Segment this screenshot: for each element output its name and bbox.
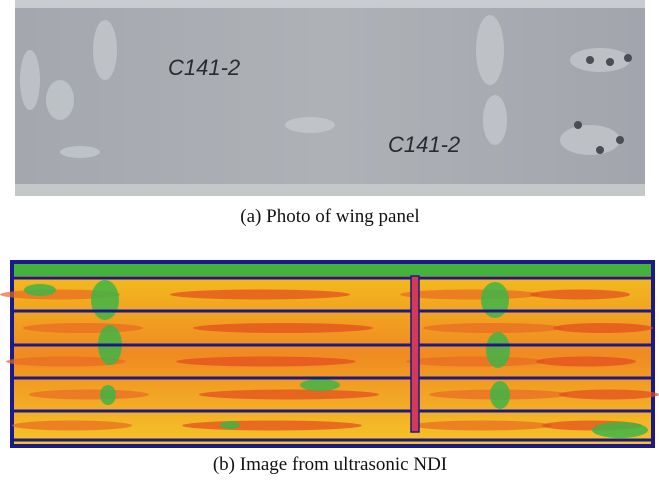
panel-edge [15,184,645,196]
ndi-streak [199,390,379,400]
ndi-streak [406,357,546,367]
paint-chip [624,54,632,62]
figure: C141-2 C141-2 (a) Photo of wing panel (b… [0,0,659,481]
wing-photo: C141-2 C141-2 [15,0,645,196]
ndi-streak [23,323,143,333]
ndi-streak [423,323,563,333]
ndi-streak [412,421,552,431]
ndi-streak [400,290,540,300]
ndi-blotch [91,280,119,320]
paint-chip [596,146,604,154]
ndi-blotch [490,381,510,409]
paint-chip [574,121,582,129]
ndi-streak [12,421,132,431]
panel-marking: C141-2 [168,55,240,80]
page: C141-2 C141-2 (a) Photo of wing panel (b… [0,0,659,481]
caption: (a) Photo of wing panel [240,206,419,227]
paint-chip [616,136,624,144]
ndi-streak [170,290,350,300]
blemish [560,125,620,155]
ndi-streak [536,357,636,367]
ndi-streak [182,421,362,431]
ndi-blotch [481,282,509,318]
ndi-streak [559,390,659,400]
ndi-streak [176,357,356,367]
ndi-streak [553,323,653,333]
ndi-blotch [300,379,340,391]
ndi-blotch [486,332,510,368]
blemish [60,146,100,158]
blemish [483,95,507,145]
ndi-stiffener [411,276,419,432]
ndi-blotch [592,422,648,438]
ndi-streak [530,290,630,300]
ndi-streak [193,323,373,333]
blemish [570,48,630,72]
blemish [46,80,74,120]
paint-chip [586,56,594,64]
blemish [476,15,504,85]
panel-marking: C141-2 [388,132,460,157]
paint-chip [606,58,614,66]
ndi-blotch [100,385,116,405]
ndi-blotch [220,421,240,429]
blemish [285,117,335,133]
blemish [20,50,40,110]
caption: (b) Image from ultrasonic NDI [213,454,447,475]
blemish [93,20,117,80]
ndi-blotch [24,284,56,296]
ndi-streak [29,390,149,400]
ndi-top-strip [14,264,651,276]
ndi-image [0,260,659,448]
